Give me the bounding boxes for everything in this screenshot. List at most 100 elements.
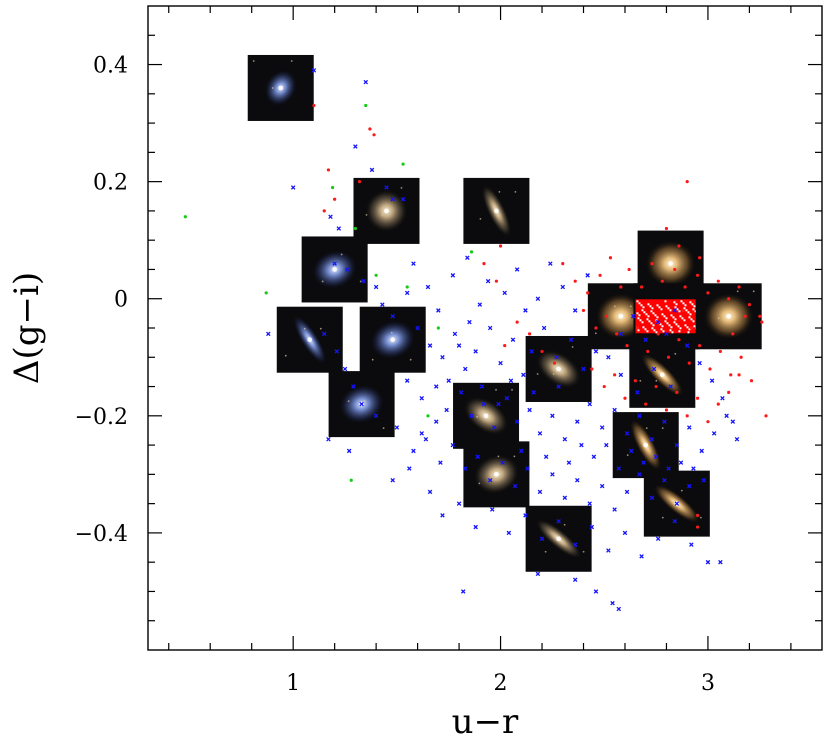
data-point	[463, 466, 468, 471]
data-point	[616, 466, 622, 471]
data-point	[482, 262, 486, 266]
data-point	[590, 367, 594, 371]
data-point	[653, 454, 659, 460]
data-point	[556, 518, 561, 524]
data-point	[332, 261, 337, 266]
data-point	[419, 395, 425, 401]
data-point	[473, 524, 478, 530]
data-point	[598, 273, 602, 277]
data-point	[706, 291, 710, 295]
data-point	[560, 284, 566, 290]
data-point	[706, 420, 710, 424]
data-point	[613, 373, 617, 377]
data-point	[550, 472, 555, 477]
data-point	[436, 308, 441, 313]
data-point	[673, 267, 677, 272]
galaxy-image	[359, 306, 426, 373]
data-point	[489, 507, 495, 512]
data-point	[487, 325, 493, 331]
data-point	[698, 343, 702, 348]
galaxy-image	[353, 177, 420, 244]
data-point	[734, 436, 740, 442]
data-point	[334, 349, 339, 354]
data-point	[515, 320, 519, 324]
data-point	[531, 390, 536, 395]
y-tick-label: 0.4	[93, 54, 128, 79]
data-point	[689, 326, 693, 330]
data-point	[624, 489, 630, 495]
data-point	[427, 489, 433, 495]
data-point	[543, 454, 549, 460]
galaxy-image	[629, 341, 696, 408]
data-point	[444, 407, 449, 413]
galaxy-image	[633, 283, 700, 350]
data-point	[500, 460, 505, 465]
plot-frame	[147, 5, 823, 651]
data-point	[662, 419, 667, 424]
galaxy-image	[301, 236, 368, 303]
data-point	[450, 442, 456, 448]
data-point	[349, 478, 353, 482]
data-point	[353, 144, 358, 149]
data-point	[760, 320, 764, 324]
data-point	[720, 395, 725, 401]
data-point	[737, 285, 741, 289]
data-point	[631, 314, 636, 319]
data-point	[183, 215, 187, 219]
data-point	[346, 448, 352, 454]
data-point	[662, 477, 667, 483]
data-point	[503, 343, 507, 348]
data-point	[685, 180, 689, 184]
data-point	[587, 401, 592, 407]
data-point	[649, 436, 655, 442]
x-tick-label: 2	[494, 671, 508, 696]
data-point	[622, 530, 628, 536]
data-point	[333, 197, 337, 201]
data-point	[646, 349, 650, 354]
data-point	[498, 244, 503, 248]
data-point	[357, 180, 362, 184]
y-axis-label: Δ(g−i)	[7, 272, 47, 384]
galaxy-image	[463, 441, 530, 508]
galaxy-image	[453, 382, 520, 449]
data-point	[312, 103, 316, 108]
galaxy-image	[463, 177, 530, 244]
data-point	[322, 209, 326, 213]
data-point	[401, 162, 405, 166]
data-point	[368, 127, 372, 131]
data-point	[639, 554, 644, 559]
data-point	[361, 278, 366, 284]
data-point	[498, 360, 503, 366]
data-point	[699, 448, 704, 454]
galaxy-image	[695, 283, 762, 350]
data-point	[604, 442, 609, 448]
data-point	[618, 372, 624, 378]
data-point	[266, 331, 271, 337]
data-point	[562, 436, 568, 442]
data-point	[627, 267, 631, 272]
data-point	[655, 319, 661, 325]
data-point	[572, 542, 578, 547]
data-point	[514, 419, 520, 424]
data-point	[689, 542, 694, 547]
galaxy-image	[525, 505, 592, 572]
data-point	[514, 267, 520, 272]
data-point	[695, 513, 700, 517]
data-point	[572, 308, 578, 313]
data-point	[556, 384, 561, 389]
data-point	[452, 331, 458, 337]
data-point	[639, 285, 644, 289]
data-point	[591, 454, 597, 460]
data-point	[587, 501, 592, 506]
data-point	[561, 262, 565, 266]
data-point	[705, 559, 711, 565]
data-point	[579, 442, 584, 448]
data-point	[718, 349, 722, 354]
galaxy-image	[276, 306, 343, 373]
data-point	[440, 355, 445, 360]
data-point	[363, 79, 369, 85]
data-point	[724, 413, 729, 419]
data-point	[373, 413, 379, 419]
data-point	[525, 466, 530, 471]
data-point	[604, 314, 608, 318]
